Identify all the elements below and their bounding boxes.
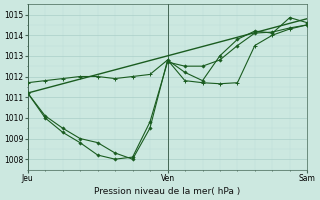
X-axis label: Pression niveau de la mer( hPa ): Pression niveau de la mer( hPa ) (94, 187, 241, 196)
